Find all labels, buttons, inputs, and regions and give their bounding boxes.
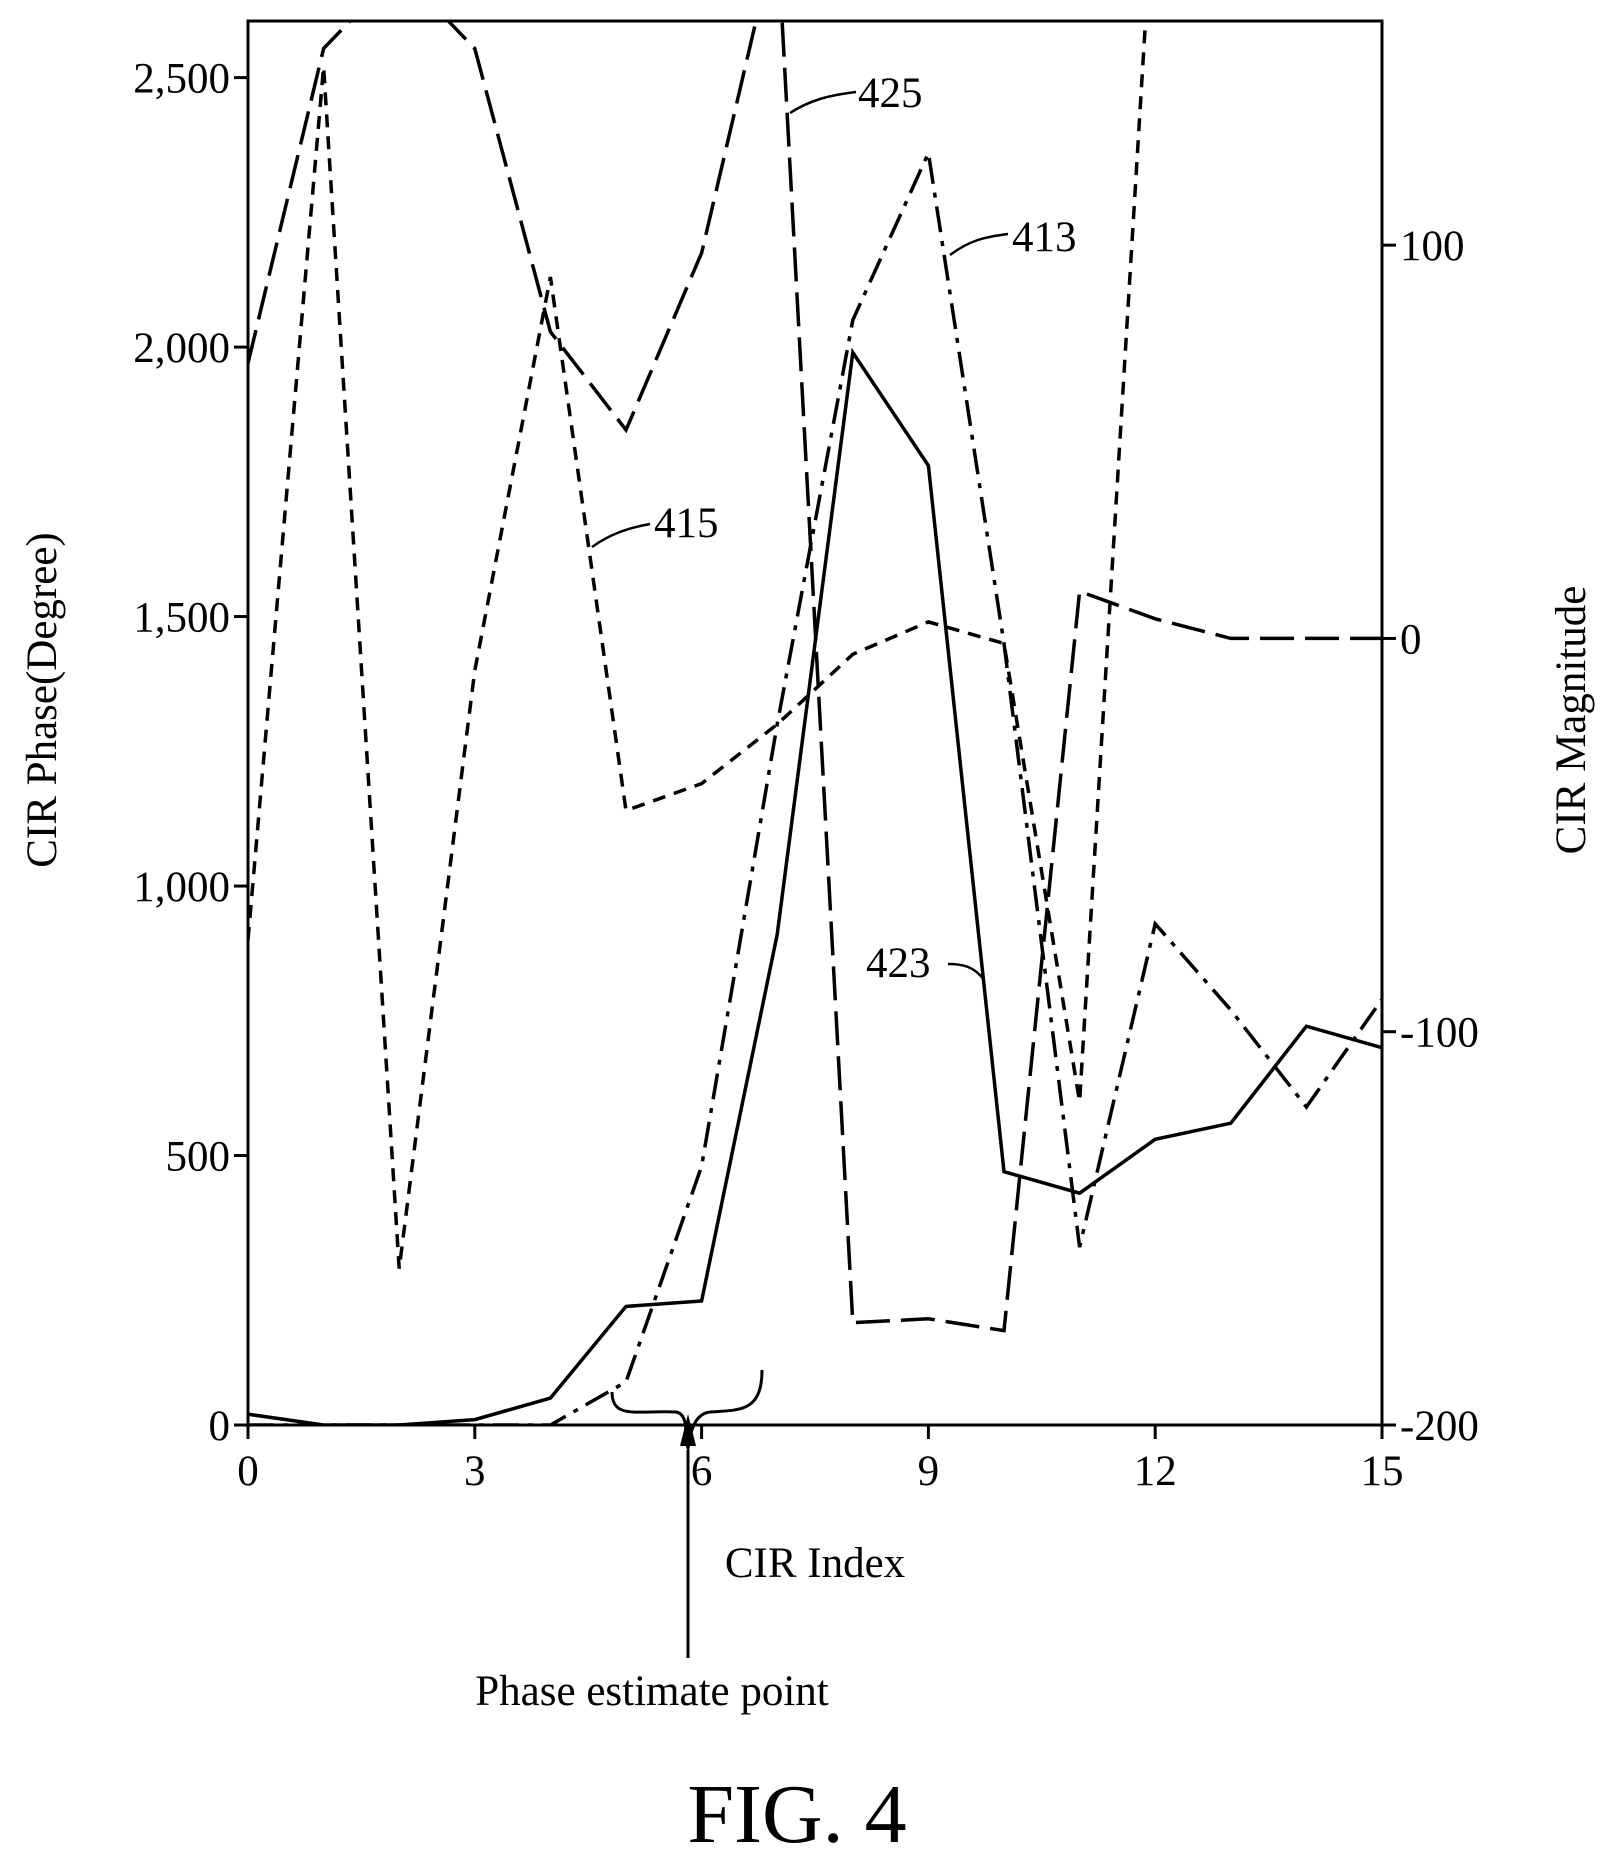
series-lines: [248, 21, 1382, 1425]
x-tick-label: 9: [918, 1448, 940, 1495]
x-tick-label: 12: [1134, 1448, 1177, 1495]
right-y-tick-label: -100: [1400, 1010, 1479, 1057]
phase-estimate-label: Phase estimate point: [475, 1668, 829, 1715]
callout-line-423: [947, 962, 986, 981]
right-y-tick-label: -200: [1400, 1403, 1479, 1450]
x-axis-label: CIR Index: [725, 1540, 905, 1587]
left-y-tick-label: 2,000: [133, 325, 230, 372]
left-y-axis-ticks: 0 500 1,000 1,500 2,000 2,500: [133, 56, 248, 1450]
left-y-tick-label: 0: [209, 1403, 231, 1450]
right-y-tick-label: 100: [1400, 223, 1465, 270]
right-y-axis-label: CIR Magnitude: [1548, 586, 1595, 855]
x-tick-label: 6: [691, 1448, 713, 1495]
right-y-axis-ticks: -200 -100 0 100: [1382, 223, 1479, 1450]
series-line-413: [248, 146, 1382, 1425]
series-label-423: 423: [866, 940, 931, 987]
series-line-415: [248, 21, 1148, 1269]
x-tick-label: 15: [1361, 1448, 1404, 1495]
phase-estimate-brace: [610, 1369, 764, 1453]
x-tick-label: 3: [464, 1448, 486, 1495]
phase-estimate-arrowhead: [680, 1414, 696, 1446]
series-line-423: [248, 347, 1382, 1425]
series-label-415: 415: [654, 500, 719, 547]
callout-line-425: [789, 90, 857, 115]
figure-label: FIG. 4: [687, 1768, 906, 1861]
left-y-tick-label: 1,500: [133, 595, 230, 642]
series-label-413: 413: [1012, 214, 1077, 261]
left-y-axis-label: CIR Phase(Degree): [19, 532, 66, 868]
x-tick-label: 0: [237, 1448, 259, 1495]
plot-frame: [246, 19, 1384, 1427]
callout-line-413: [949, 232, 1009, 257]
right-y-tick-label: 0: [1400, 616, 1422, 663]
x-axis-ticks: 0 3 6 9 12 15: [237, 1425, 1404, 1495]
series-label-425: 425: [858, 70, 923, 117]
left-y-tick-label: 2,500: [133, 56, 230, 103]
callout-line-415: [591, 522, 651, 549]
left-y-tick-label: 1,000: [133, 864, 230, 911]
series-line-425: [248, 21, 1382, 1333]
left-y-tick-label: 500: [166, 1134, 231, 1181]
